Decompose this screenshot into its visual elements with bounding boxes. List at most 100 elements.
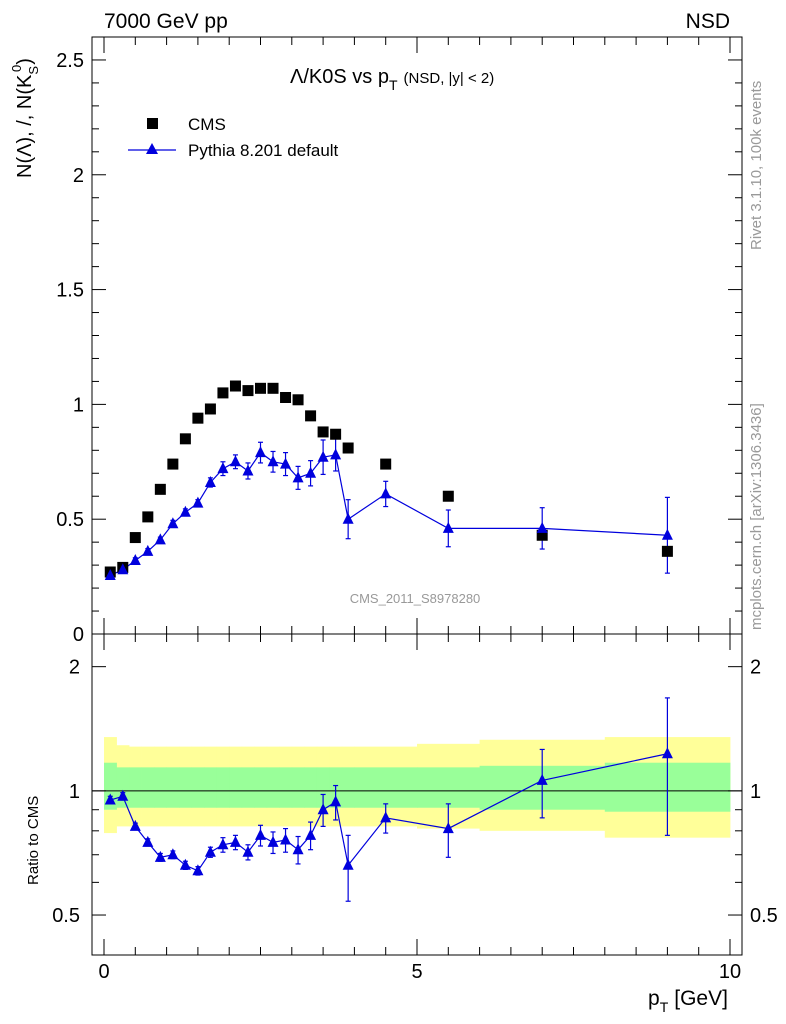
- ratio-point: [292, 843, 304, 855]
- band-inner: [304, 767, 318, 808]
- pythia-point: [342, 512, 354, 524]
- cms-point: [536, 529, 548, 541]
- band-inner: [229, 767, 243, 808]
- band-inner: [166, 767, 180, 808]
- pythia-point: [142, 544, 154, 556]
- pythia-point: [255, 446, 266, 458]
- pythia-point: [380, 487, 392, 499]
- main-plot-area: [104, 380, 673, 580]
- ratio-point: [242, 845, 254, 857]
- pythia-point: [204, 475, 216, 487]
- cms-point: [267, 382, 279, 394]
- main-y-tick-label: 1.5: [56, 280, 84, 302]
- ratio-point: [317, 803, 329, 815]
- ratio-plot-area: [92, 697, 742, 902]
- cms-point: [229, 380, 241, 392]
- cms-point: [167, 458, 179, 470]
- pythia-point: [129, 554, 141, 566]
- pythia-point: [192, 496, 204, 508]
- ratio-point: [255, 828, 266, 840]
- band-inner: [191, 767, 205, 808]
- ratio-y-tick-label-left: 2: [69, 657, 80, 679]
- ratio-point: [217, 838, 229, 850]
- legend-cms-label: CMS: [188, 115, 226, 134]
- main-axes: 0 0.5 1 1.5 2 2.5: [56, 36, 742, 646]
- pythia-point: [536, 521, 548, 533]
- ratio-point: [442, 822, 454, 834]
- ratio-y-tick-label-right: 0.5: [750, 905, 778, 927]
- cms-point: [342, 442, 354, 454]
- ratio-point: [179, 858, 191, 870]
- band-inner: [204, 767, 218, 808]
- ratio-point: [280, 833, 292, 845]
- pythia-point: [280, 457, 292, 469]
- cms-point: [292, 394, 304, 406]
- ratio-point: [536, 773, 548, 785]
- analysis-tag: CMS_2011_S8978280: [350, 591, 481, 606]
- cms-point: [129, 532, 141, 544]
- pythia-point: [167, 517, 179, 529]
- ratio-point: [267, 835, 279, 847]
- cms-point: [255, 382, 266, 394]
- ratio-point: [129, 819, 141, 831]
- ratio-y-tick-label-left: 0.5: [52, 905, 80, 927]
- ratio-panel: 0.5 0.5 1 1 2 2 0 5 10 Ratio to CMS pT [GeV]: [25, 633, 778, 1015]
- x-tick-label: 0: [98, 961, 109, 983]
- ratio-point: [330, 795, 342, 807]
- band-inner: [291, 767, 305, 808]
- band-inner: [104, 762, 117, 810]
- mcplots-label: mcplots.cern.ch [arXiv:1306.3436]: [748, 403, 765, 630]
- ratio-point: [142, 835, 154, 847]
- pythia-point: [317, 450, 329, 462]
- band-inner: [254, 767, 268, 808]
- band-inner: [417, 767, 480, 808]
- pythia-point: [330, 448, 342, 460]
- main-y-tick-label: 0: [73, 624, 84, 646]
- legend-pythia-marker: [146, 143, 158, 154]
- pythia-point: [179, 505, 191, 517]
- main-y-tick-label: 2: [73, 165, 84, 187]
- cms-point: [442, 490, 454, 502]
- pythia-point: [292, 471, 304, 483]
- cms-point: [317, 426, 329, 438]
- ratio-point: [192, 864, 204, 876]
- pythia-point: [242, 464, 254, 476]
- ratio-point: [117, 789, 129, 801]
- band-inner: [266, 767, 280, 808]
- band-inner: [354, 767, 418, 808]
- ratio-point: [167, 848, 179, 860]
- ratio-point: [342, 858, 354, 870]
- band-inner: [316, 767, 330, 808]
- ratio-point: [661, 747, 673, 759]
- ratio-point: [104, 793, 116, 805]
- cms-point: [305, 410, 317, 422]
- band-inner: [341, 767, 355, 808]
- ratio-point: [229, 835, 241, 847]
- rivet-label: Rivet 3.1.10, 100k events: [748, 81, 765, 250]
- header-left: 7000 GeV pp: [104, 10, 228, 33]
- header-right: NSD: [686, 10, 730, 33]
- cms-point: [380, 458, 392, 470]
- cms-point: [142, 511, 154, 523]
- main-y-tick-label: 1: [73, 394, 84, 416]
- legend-pythia-label: Pythia 8.201 default: [188, 141, 339, 160]
- ratio-y-tick-label-right: 2: [750, 657, 761, 679]
- ratio-point: [305, 828, 317, 840]
- cms-point: [192, 412, 204, 424]
- main-title: Λ/K0S vs pT (NSD, |y| < 2): [290, 66, 494, 93]
- pythia-point: [661, 528, 673, 540]
- legend-cms-marker: [147, 118, 158, 129]
- cms-point: [242, 385, 254, 397]
- pythia-point: [229, 455, 241, 467]
- cms-point: [179, 433, 191, 445]
- main-panel: 0 0.5 1 1.5 2 2.5 Λ/K0S vs pT (NSD, |y| < 2) C…: [9, 36, 743, 646]
- x-tick-label: 10: [719, 961, 741, 983]
- pythia-point: [442, 521, 454, 533]
- ratio-point: [380, 811, 392, 823]
- cms-point: [217, 387, 229, 399]
- pythia-point: [305, 466, 317, 478]
- cms-point: [661, 545, 673, 557]
- ratio-y-tick-label-left: 1: [69, 781, 80, 803]
- main-y-tick-label: 2.5: [56, 50, 84, 72]
